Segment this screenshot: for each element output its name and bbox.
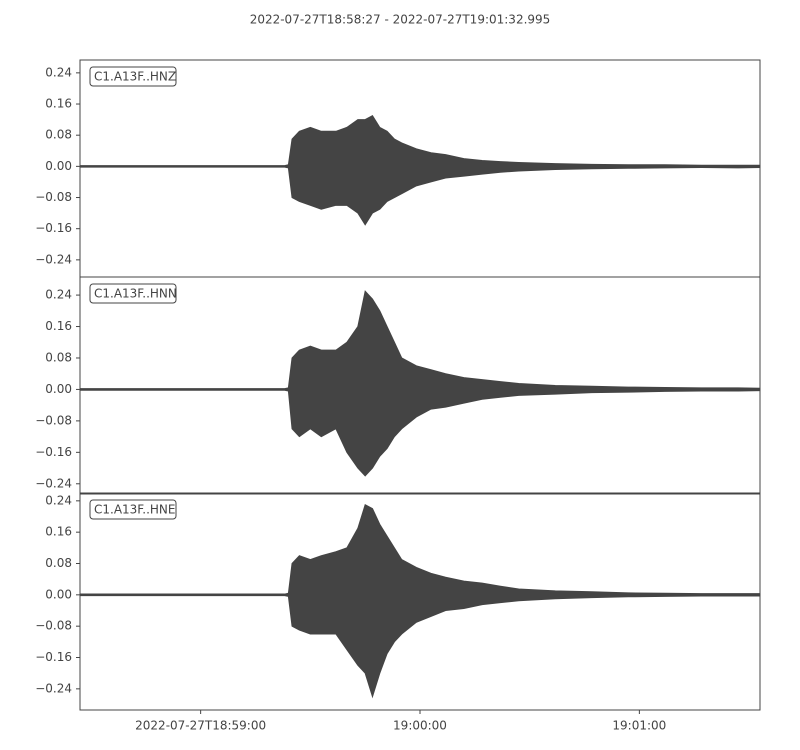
trace-label: C1.A13F..HNE: [94, 503, 176, 517]
y-tick-label: 0.00: [45, 587, 72, 601]
waveform-area: [79, 504, 761, 596]
trace-label-box: [89, 66, 177, 87]
y-tick-label: −0.16: [35, 221, 72, 235]
trace-label-box: [89, 283, 177, 304]
y-tick-label: −0.24: [35, 476, 72, 490]
x-tick-label: 2022-07-27T18:59:00: [135, 719, 266, 733]
y-tick-label: −0.16: [35, 650, 72, 664]
y-tick-label: 0.24: [45, 288, 72, 302]
y-tick-label: 0.16: [45, 97, 72, 111]
chart-title: 2022-07-27T18:58:27 - 2022-07-27T19:01:3…: [250, 13, 551, 27]
y-tick-label: 0.16: [45, 319, 72, 333]
y-tick-label: −0.08: [35, 619, 72, 633]
y-tick-label: 0.08: [45, 556, 72, 570]
x-tick-label: 19:00:00: [393, 719, 447, 733]
y-tick-label: −0.16: [35, 445, 72, 459]
waveform-area: [79, 165, 761, 226]
waveform-area: [79, 594, 761, 699]
trace-label: C1.A13F..HNN: [94, 287, 177, 301]
y-tick-label: 0.00: [45, 382, 72, 396]
waveform-area: [79, 290, 761, 390]
y-tick-label: 0.24: [45, 493, 72, 507]
y-tick-label: −0.08: [35, 413, 72, 427]
y-tick-label: −0.24: [35, 681, 72, 695]
y-tick-label: 0.08: [45, 350, 72, 364]
panel-frame: [79, 276, 761, 495]
waveform-area: [79, 388, 761, 477]
y-tick-label: −0.08: [35, 190, 72, 204]
y-tick-label: −0.24: [35, 252, 72, 266]
y-tick-label: 0.16: [45, 525, 72, 539]
waveform-area: [79, 115, 761, 167]
y-tick-label: 0.08: [45, 128, 72, 142]
x-tick-label: 19:01:00: [612, 719, 666, 733]
trace-label-box: [89, 499, 177, 520]
y-tick-label: 0.24: [45, 65, 72, 79]
trace-label: C1.A13F..HNZ: [94, 70, 176, 84]
y-tick-label: 0.00: [45, 159, 72, 173]
